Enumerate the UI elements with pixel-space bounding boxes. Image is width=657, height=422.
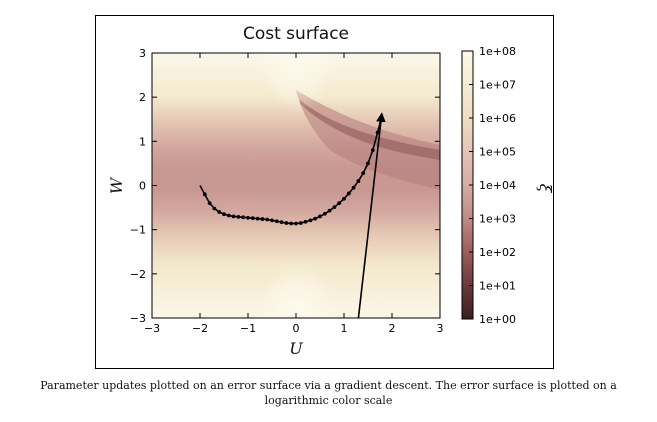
colorbar-tick-label: 1e+03 [479,213,516,226]
cost-surface [152,53,440,318]
x-axis-ticks: −3 −2 −1 0 1 2 3 [144,53,444,335]
x-tick-label: −2 [192,322,208,335]
path-point [222,212,226,217]
path-point [284,221,289,225]
surface-spike-bottom [262,210,332,318]
path-point [241,215,246,220]
path-point [294,221,298,226]
path-point [236,214,241,219]
x-tick-label: −1 [240,322,256,335]
colorbar-label: ξ [536,184,555,194]
path-point [361,171,366,176]
y-tick-label: −2 [130,268,146,281]
path-segment [376,116,383,133]
surface-spike-top [262,53,332,163]
x-tick-label: 2 [389,322,396,335]
path-point [337,201,342,206]
chart-title: Cost surface [243,24,349,44]
path-point [270,218,274,223]
path-point [318,214,322,219]
path-point [342,196,346,201]
path-point [274,219,279,224]
caption-line-2: logarithmic color scale [264,394,393,407]
path-point [289,221,294,226]
path-point [356,179,361,183]
figure-caption: Parameter updates plotted on an error su… [20,378,637,408]
path-point [370,148,375,153]
y-tick-label: −1 [130,224,146,237]
x-tick-label: −3 [144,322,160,335]
path-point [207,201,212,206]
y-axis-label: W [107,176,126,194]
path-point [308,218,313,223]
path-point [217,210,222,214]
x-tick-label: 3 [437,322,444,335]
path-point [298,221,303,225]
path-point [231,214,236,219]
path-point [226,213,231,218]
path-segment [372,132,379,151]
colorbar-tick-label: 1e+01 [479,280,516,293]
path-point [327,208,332,213]
path-point [322,211,327,216]
colorbar-tick-label: 1e+05 [479,146,516,159]
path-point [265,217,270,222]
x-tick-label: 1 [341,322,348,335]
path-point [246,215,250,220]
path-point [366,161,370,166]
path-point [303,219,308,224]
colorbar-tick-label: 1e+04 [479,179,516,192]
surface-ridge-core [300,100,440,160]
path-point [313,216,318,221]
colorbar-tick-label: 1e+08 [479,45,516,58]
path-point [351,185,356,190]
path-point [346,191,351,196]
path-point [212,206,217,211]
path-point [279,220,284,225]
x-tick-label: 0 [293,322,300,335]
gradient-descent-path [199,112,386,318]
y-tick-label: 2 [139,91,146,104]
path-point [260,217,265,221]
colorbar-tick-label: 1e+07 [479,79,516,92]
colorbar-tick-label: 1e+02 [479,246,516,259]
path-jump-segment [357,112,386,318]
path-point [202,192,207,197]
path-point [332,205,337,210]
x-axis-label: U [289,339,303,358]
y-tick-label: 1 [139,135,146,148]
y-tick-label: 0 [139,180,146,193]
y-tick-label: −3 [130,312,146,325]
path-point [375,130,380,135]
path-point [255,216,260,221]
y-tick-label: 3 [139,47,146,60]
path-segment [367,149,374,164]
colorbar-tick-label: 1e+00 [479,313,516,326]
colorbar-tick-label: 1e+06 [479,112,516,125]
colorbar-ticks: 1e+00 1e+01 1e+02 1e+03 1e+04 1e+05 1e+06 1e+07… [469,45,516,326]
caption-line-1: Parameter updates plotted on an error su… [40,379,617,392]
path-point [250,216,255,221]
y-axis-ticks: −3 −2 −1 0 1 2 3 [130,47,440,325]
